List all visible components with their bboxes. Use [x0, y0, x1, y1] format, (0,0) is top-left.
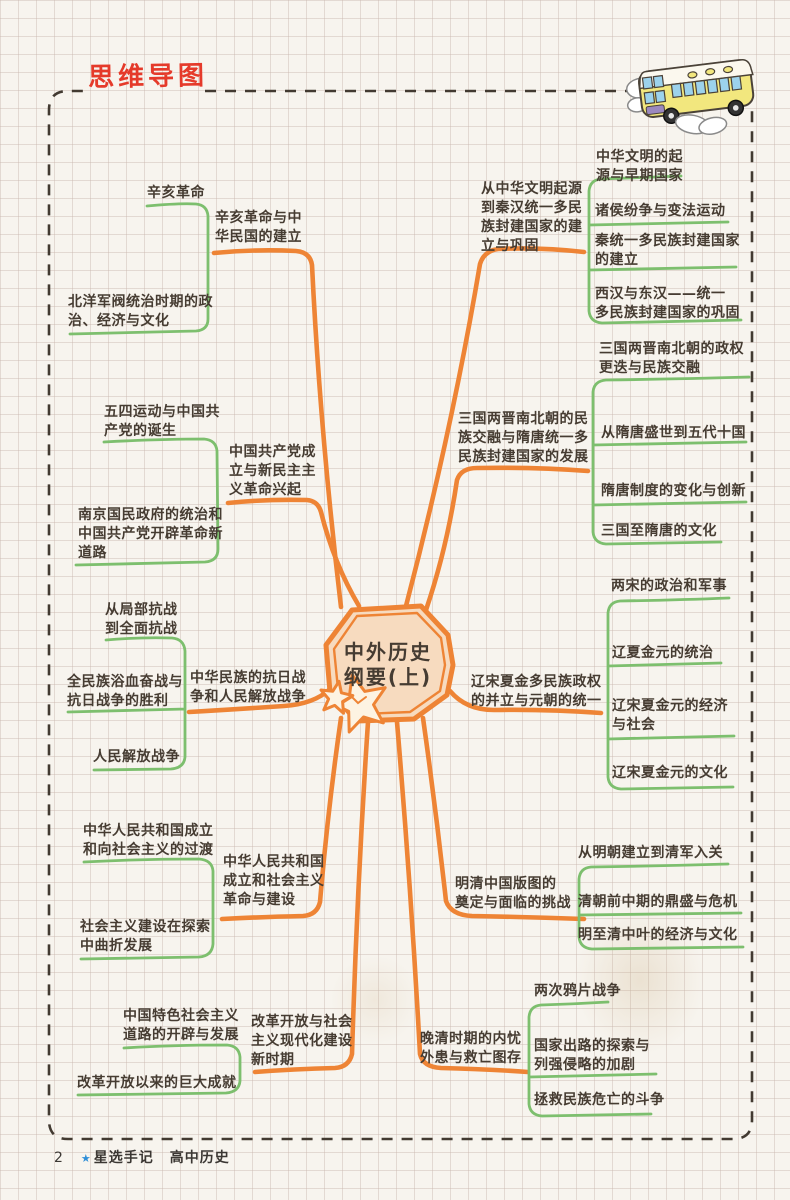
branch-9-label: 明清中国版图的 奠定与面临的挑战 [455, 876, 571, 911]
branch-6-child-2: 诸侯纷争与变法运动 [595, 203, 726, 219]
branch-8-child-1: 两宋的政治和军事 [611, 578, 727, 594]
branch-9-child-2: 清朝前中期的鼎盛与危机 [578, 894, 738, 910]
branch-7-child-1: 三国两晋南北朝的政权 更迭与民族交融 [599, 341, 744, 376]
page-footer: 2 ★ 星选手记 高中历史 [54, 1147, 230, 1167]
branch-8-label: 辽宋夏金多民族政权 的并立与元朝的统一 [471, 674, 602, 709]
page-corner-label: 思维导图 [87, 60, 209, 94]
branch-4-child-2: 社会主义建设在探索 中曲折发展 [80, 919, 211, 954]
branch-1-child-2: 北洋军阀统治时期的政 治、经济与文化 [68, 294, 213, 329]
branch-6-label: 从中华文明起源 到秦汉统一多民 族封建国家的建 立与巩固 [481, 181, 583, 254]
branch-7-child-4: 三国至隋唐的文化 [601, 523, 717, 539]
branch-10-label: 晚清时期的内忧 外患与救亡图存 [420, 1031, 522, 1066]
branch-9-child-1: 从明朝建立到清军入关 [578, 845, 723, 861]
branch-2-child-2: 南京国民政府的统治和 中国共产党开辟革命新 道路 [78, 507, 223, 561]
branch-2-child-1: 五四运动与中国共 产党的诞生 [104, 404, 220, 439]
school-bus-icon [625, 59, 755, 135]
branch-3-child-1: 从局部抗战 到全面抗战 [105, 602, 178, 637]
branch-4-label: 中华人民共和国 成立和社会主义 革命与建设 [223, 854, 325, 908]
branch-8-child-2: 辽夏金元的统治 [612, 645, 714, 661]
branch-7-child-3: 隋唐制度的变化与创新 [601, 483, 746, 499]
branch-6-child-3: 秦统一多民族封建国家 的建立 [595, 233, 740, 268]
page-number: 2 [54, 1150, 63, 1166]
branch-7-child-2: 从隋唐盛世到五代十国 [601, 425, 746, 441]
series-title: 星选手记 [93, 1150, 154, 1166]
star-icon: ★ [80, 1152, 91, 1165]
branch-6-child-1: 中华文明的起 源与早期国家 [596, 149, 683, 184]
branch-4-child-1: 中华人民共和国成立 和向社会主义的过渡 [83, 823, 214, 858]
branch-3-child-3: 人民解放战争 [93, 749, 180, 765]
branch-1-child-1: 辛亥革命 [147, 185, 205, 201]
branch-3-child-2: 全民族浴血奋战与 抗日战争的胜利 [67, 674, 183, 709]
branch-8-child-4: 辽宋夏金元的文化 [612, 765, 728, 781]
branch-9-child-3: 明至清中叶的经济与文化 [578, 927, 738, 943]
branch-6-child-4: 西汉与东汉——统一 多民族封建国家的巩固 [595, 286, 740, 321]
branch-1-label: 辛亥革命与中 华民国的建立 [215, 210, 302, 245]
branch-3-label: 中华民族的抗日战 争和人民解放战争 [190, 670, 306, 705]
branch-5-child-2: 改革开放以来的巨大成就 [77, 1075, 237, 1091]
branch-5-label: 改革开放与社会 主义现代化建设 新时期 [251, 1014, 353, 1068]
central-topic-title: 中外历史 纲要(上) [343, 640, 433, 689]
branch-5-child-1: 中国特色社会主义 道路的开辟与发展 [123, 1008, 239, 1043]
branch-10-child-3: 拯救民族危亡的斗争 [534, 1092, 665, 1108]
branch-10-child-2: 国家出路的探索与 列强侵略的加剧 [534, 1038, 650, 1073]
subject-title: 高中历史 [169, 1150, 230, 1166]
branch-7-label: 三国两晋南北朝的民 族交融与隋唐统一多 民族封建国家的发展 [458, 411, 589, 465]
branch-10-child-1: 两次鸦片战争 [534, 983, 621, 999]
branch-2-label: 中国共产党成 立与新民主主 义革命兴起 [229, 444, 316, 498]
branch-8-child-3: 辽宋夏金元的经济 与社会 [612, 698, 728, 733]
